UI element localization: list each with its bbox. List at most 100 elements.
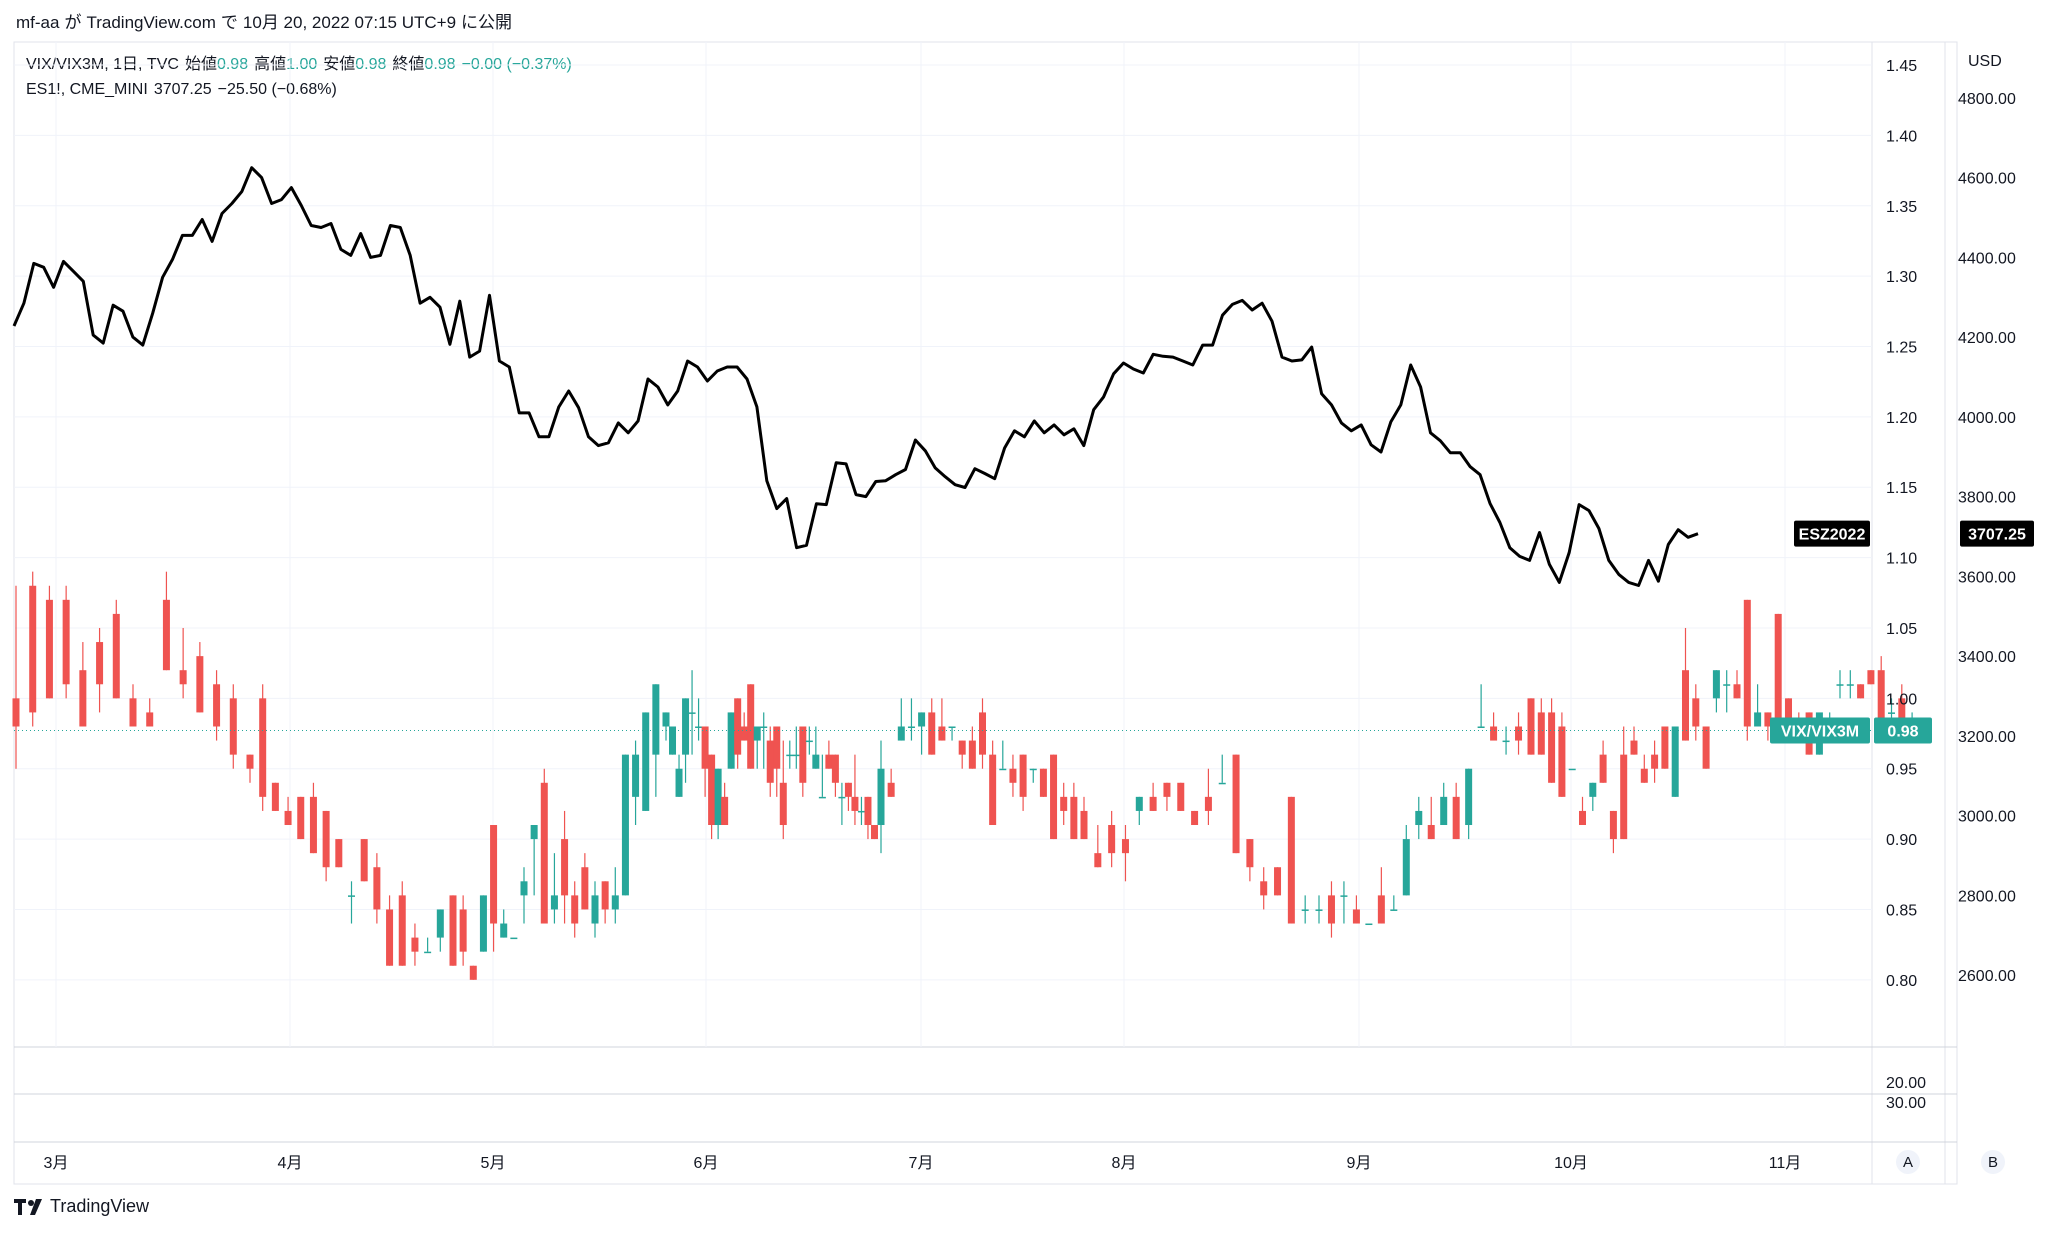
candle-body xyxy=(1568,768,1576,771)
candle-body xyxy=(1080,810,1088,840)
scale-button-label[interactable]: B xyxy=(1988,1154,1998,1171)
candle-body xyxy=(621,754,629,896)
candle-body xyxy=(1246,839,1254,868)
candle-body xyxy=(1702,726,1710,769)
author-name[interactable]: mf-aa xyxy=(16,13,60,32)
candle-body xyxy=(424,951,432,954)
candle-body xyxy=(708,754,716,826)
candle-body xyxy=(1537,712,1545,755)
candle-body xyxy=(799,726,807,783)
left-price-axis[interactable]: 1.45 1.40 1.35 1.30 1.25 1.20 1.15 1.10 1.05 1.00… xyxy=(1886,58,1917,990)
footer-brand[interactable]: TradingView xyxy=(50,1196,150,1216)
candle-body xyxy=(348,895,355,897)
candle-body xyxy=(246,754,254,769)
candle-body xyxy=(1191,810,1199,826)
candle-body xyxy=(844,782,852,797)
candle-body xyxy=(948,726,956,728)
left-tick-label: 0.90 xyxy=(1886,832,1917,849)
candle-body xyxy=(1867,670,1875,685)
candle-body xyxy=(1452,796,1460,840)
candle-body xyxy=(398,895,406,966)
left-tick-label: 0.80 xyxy=(1886,973,1917,990)
candle-body xyxy=(146,712,154,727)
candle-body xyxy=(938,726,946,741)
time-axis[interactable]: 3月 4月 5月 6月 7月 8月 9月 10月 11月 xyxy=(44,1155,1802,1172)
candle-body xyxy=(490,825,498,924)
candle-body xyxy=(1754,712,1762,727)
candle-body xyxy=(851,796,859,811)
candle-body xyxy=(1029,768,1037,771)
candle-body xyxy=(45,599,53,699)
candle-body xyxy=(1640,768,1648,783)
candle-body xyxy=(530,825,538,840)
candle-body xyxy=(675,768,683,797)
candle-body xyxy=(918,712,926,727)
candle-body xyxy=(734,698,742,755)
candle-body xyxy=(1743,599,1751,727)
candle-body xyxy=(129,698,137,727)
legend-main-series[interactable]: VIX/VIX3M, 1日, TVC 始値0.98 高値1.00 安値0.98 終値0.… xyxy=(26,52,578,77)
candle-body xyxy=(561,839,569,896)
ratio-name-badge xyxy=(1770,717,1870,744)
candle-body xyxy=(179,670,187,685)
candle-body xyxy=(510,937,518,940)
left-tick-label: 1.25 xyxy=(1886,340,1917,357)
candle-body xyxy=(1163,782,1171,797)
candle-body xyxy=(805,740,813,743)
right-tick-label: 3600.00 xyxy=(1958,569,2016,586)
candle-body xyxy=(887,782,895,797)
candle-body xyxy=(1630,740,1638,755)
candle-body xyxy=(1589,782,1597,797)
left-tick-label: 1.45 xyxy=(1886,58,1917,75)
candle-body xyxy=(196,656,204,713)
time-tick-label: 5月 xyxy=(481,1155,506,1172)
site-name[interactable]: TradingView.com xyxy=(86,13,216,32)
es-price-badge xyxy=(1960,520,2034,547)
candle-body xyxy=(271,782,279,811)
scale-button-bg[interactable] xyxy=(1896,1150,1920,1174)
candle-body xyxy=(1427,825,1435,840)
candle-body xyxy=(1365,923,1373,926)
legend-symbol: VIX/VIX3M, 1日, TVC xyxy=(26,56,179,73)
scale-button-bg[interactable] xyxy=(1981,1150,2005,1174)
candle-body xyxy=(727,712,735,769)
left-tick-label: 1.30 xyxy=(1886,269,1917,286)
pane2-tick-label: 30.00 xyxy=(1886,1095,1926,1112)
candle-body xyxy=(1490,726,1498,741)
candle-body xyxy=(857,810,865,813)
time-tick-label: 11月 xyxy=(1769,1155,1802,1172)
es-line xyxy=(12,166,1699,587)
candle-body xyxy=(1402,839,1410,896)
candle-body xyxy=(760,726,768,728)
scale-button-label[interactable]: A xyxy=(1903,1154,1913,1171)
candle-body xyxy=(1609,810,1617,840)
left-tick-label: 1.35 xyxy=(1886,199,1917,216)
ratio-name-badge-label: VIX/VIX3M xyxy=(1781,723,1859,740)
candle-body xyxy=(1857,684,1865,699)
candle-body xyxy=(1723,684,1731,686)
right-axis-unit: USD xyxy=(1968,53,2002,70)
candle-body xyxy=(897,726,905,741)
candle-body xyxy=(259,698,267,797)
candle-body xyxy=(1836,684,1844,686)
candle-body xyxy=(1515,726,1523,741)
publish-date: 10月 20, 2022 07:15 UTC+9 xyxy=(242,13,457,32)
right-price-axis[interactable]: 4800.00 4600.00 4400.00 4200.00 4000.00 3800.… xyxy=(1958,91,2016,985)
right-tick-label: 4600.00 xyxy=(1958,171,2016,188)
candle-body xyxy=(581,867,589,910)
candle-body xyxy=(1671,726,1679,797)
candle-body xyxy=(1149,796,1157,811)
right-tick-label: 3000.00 xyxy=(1958,809,2016,826)
candle-body xyxy=(642,712,650,811)
legend-high-value: 1.00 xyxy=(286,56,318,73)
candle-body xyxy=(469,965,477,980)
candle-body xyxy=(162,599,170,671)
candle-body xyxy=(571,895,579,924)
candle-body xyxy=(550,895,558,910)
candle-body xyxy=(1692,698,1700,727)
right-tick-label: 2600.00 xyxy=(1958,968,2016,985)
candle-body xyxy=(870,825,878,840)
candle-body xyxy=(1009,768,1017,783)
